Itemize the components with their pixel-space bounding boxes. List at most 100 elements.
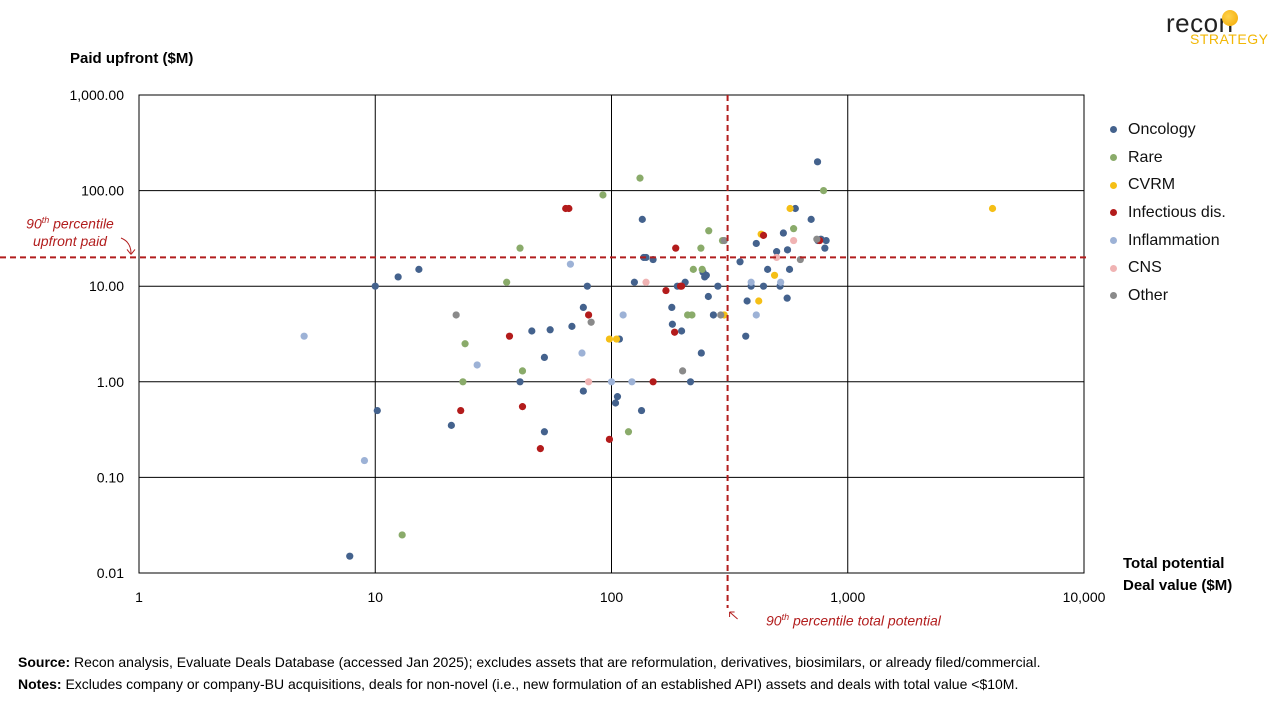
point-other xyxy=(587,318,595,326)
point-other xyxy=(813,235,821,243)
point-oncology xyxy=(677,327,686,335)
point-cns xyxy=(773,253,781,262)
legend-marker xyxy=(1110,292,1117,300)
point-oncology xyxy=(807,215,815,223)
y-tick-label: 1.00 xyxy=(97,374,124,390)
point-infectious-dis xyxy=(649,378,657,386)
legend-marker xyxy=(1110,154,1117,162)
total-percentile-annotation: 90th percentile total potential xyxy=(766,612,941,629)
y-tick-label: 100.00 xyxy=(81,183,124,199)
x-tick-label: 100 xyxy=(600,589,624,605)
point-oncology xyxy=(783,246,792,254)
point-inflammation xyxy=(566,260,575,268)
point-rare xyxy=(516,244,524,252)
point-infectious-dis xyxy=(518,403,527,411)
point-cns xyxy=(790,236,798,245)
point-oncology xyxy=(785,265,794,273)
point-inflammation xyxy=(777,278,785,286)
point-cvrm xyxy=(612,335,621,343)
point-rare xyxy=(459,378,467,386)
legend-label: Infectious dis. xyxy=(1128,203,1226,221)
point-oncology xyxy=(764,265,772,273)
legend-label: CVRM xyxy=(1128,176,1176,194)
point-infectious-dis xyxy=(605,435,614,443)
upfront-annotation-line-1: 90th percentile xyxy=(26,215,114,232)
point-oncology xyxy=(415,265,423,273)
legend-marker xyxy=(1110,181,1117,189)
recon-strategy-logo: recon STRATEGY xyxy=(1160,6,1275,47)
point-infectious-dis xyxy=(585,311,593,319)
chart-legend: Oncology Rare CVRM Infectious dis. Inflammat… xyxy=(1110,116,1226,310)
point-oncology xyxy=(704,292,712,301)
point-oncology xyxy=(638,215,646,223)
point-oncology xyxy=(697,349,705,357)
point-oncology xyxy=(371,282,379,290)
point-oncology xyxy=(642,253,650,262)
point-oncology xyxy=(447,421,455,429)
legend-item: Infectious dis. xyxy=(1110,199,1226,227)
point-oncology xyxy=(702,271,710,279)
point-inflammation xyxy=(752,311,760,319)
point-cvrm xyxy=(755,297,763,305)
x-axis-title: Total potential Deal value ($M) xyxy=(1123,553,1232,597)
point-oncology xyxy=(346,552,354,560)
point-infectious-dis xyxy=(677,282,686,290)
point-oncology xyxy=(783,294,791,302)
source-text: Recon analysis, Evaluate Deals Database … xyxy=(70,654,1041,670)
point-rare xyxy=(599,191,607,199)
notes-text: Excludes company or company-BU acquisiti… xyxy=(61,676,1019,692)
point-other xyxy=(717,311,725,319)
point-oncology xyxy=(822,236,830,245)
point-inflammation xyxy=(300,332,308,340)
point-oncology xyxy=(394,273,402,281)
logo-word-recon: recon xyxy=(1166,8,1234,38)
source-label: Source: xyxy=(18,654,71,670)
point-infectious-dis xyxy=(505,332,514,340)
point-inflammation xyxy=(578,349,586,357)
point-inflammation xyxy=(360,456,369,465)
point-rare xyxy=(819,187,828,195)
point-rare xyxy=(697,244,705,252)
legend-marker xyxy=(1110,209,1117,217)
point-rare xyxy=(398,531,406,539)
legend-label: CNS xyxy=(1128,259,1162,277)
annotation-arrow-upfront xyxy=(120,237,132,254)
legend-label: Rare xyxy=(1128,148,1163,166)
x-tick-label: 10 xyxy=(367,589,383,605)
logo-sun-icon xyxy=(1222,10,1238,26)
point-oncology xyxy=(742,332,750,340)
point-oncology xyxy=(540,353,549,361)
total-annotation-line-1: 90th percentile total potential xyxy=(766,612,941,629)
legend-item: Oncology xyxy=(1110,116,1226,144)
point-oncology xyxy=(791,204,799,213)
point-oncology xyxy=(568,322,576,330)
point-cns xyxy=(585,378,593,386)
point-cvrm xyxy=(605,335,614,343)
legend-label: Other xyxy=(1128,286,1169,304)
legend-marker xyxy=(1110,126,1117,134)
point-other xyxy=(452,311,460,319)
point-oncology xyxy=(373,406,381,415)
point-rare xyxy=(624,428,633,436)
upfront-annotation-line-2: upfront paid xyxy=(33,232,107,249)
point-cvrm xyxy=(988,204,997,213)
point-oncology xyxy=(611,399,620,407)
point-infectious-dis xyxy=(536,445,544,453)
source-note: Source: Recon analysis, Evaluate Deals D… xyxy=(18,651,1040,673)
point-oncology xyxy=(583,282,591,290)
point-oncology xyxy=(743,297,751,305)
point-infectious-dis xyxy=(457,406,465,415)
point-oncology xyxy=(773,248,781,256)
x-tick-label: 10,000 xyxy=(1063,589,1106,605)
point-rare xyxy=(705,227,713,235)
point-rare xyxy=(689,265,697,273)
x-tick-label: 1,000 xyxy=(830,589,865,605)
point-oncology xyxy=(752,239,760,248)
y-tick-label: 1,000.00 xyxy=(70,87,125,103)
point-oncology xyxy=(779,229,787,237)
point-inflammation xyxy=(619,311,627,319)
point-inflammation xyxy=(747,278,755,286)
point-rare xyxy=(698,265,706,273)
y-tick-label: 0.01 xyxy=(97,565,124,581)
point-oncology xyxy=(630,278,638,286)
